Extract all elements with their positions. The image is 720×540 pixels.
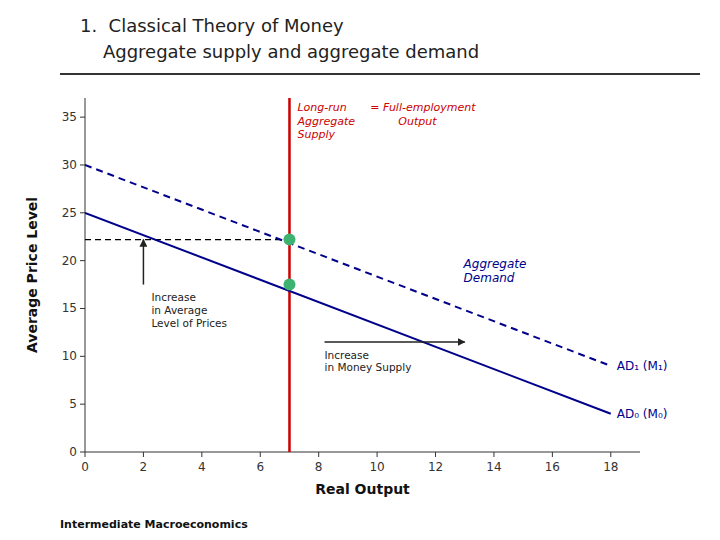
x-tick-label: 12 — [428, 460, 443, 474]
x-tick-label: 10 — [369, 460, 384, 474]
x-tick-label: 18 — [603, 460, 618, 474]
footer: Intermediate Macroeconomics — [60, 518, 248, 531]
series-line — [85, 213, 611, 414]
series-label: AD₁ (M₁) — [617, 359, 668, 373]
y-tick-label: 0 — [69, 445, 77, 459]
horizontal-reference-line — [85, 239, 289, 240]
y-tick — [80, 452, 85, 453]
y-tick — [80, 164, 85, 165]
x-tick-label: 14 — [486, 460, 501, 474]
y-tick-label: 35 — [62, 110, 77, 124]
y-axis-label: Average Price Level — [24, 197, 40, 353]
arrow — [325, 341, 465, 343]
point — [283, 234, 295, 246]
chart: 1. Classical Theory of Money Aggregate s… — [0, 0, 720, 540]
plot-area — [85, 98, 611, 452]
point — [283, 279, 295, 291]
y-tick-label: 25 — [62, 206, 77, 220]
y-tick-label: 15 — [62, 301, 77, 315]
x-tick — [377, 452, 378, 457]
y-tick-label: 20 — [62, 254, 77, 268]
y-tick — [80, 212, 85, 213]
annotation: AggregateDemand — [463, 257, 527, 285]
x-tick — [610, 452, 611, 457]
axes: 0 2 4 6 8 10 12 14 16 18 0 5 10 15 20 25 30 35 Real Output… — [24, 98, 640, 497]
series-line — [85, 165, 611, 366]
x-tick — [143, 452, 144, 457]
y-axis-line — [85, 98, 86, 452]
x-tick — [318, 452, 319, 457]
y-tick-label: 5 — [69, 397, 77, 411]
x-tick — [201, 452, 202, 457]
reference-line-label: Long-runAggregateSupply — [296, 101, 355, 140]
arrow-label: Increasein AverageLevel of Prices — [151, 291, 227, 328]
vertical-reference-line — [288, 98, 291, 452]
labels: Long-runAggregateSupply = Full-employment… — [151, 101, 667, 420]
x-tick-label: 0 — [81, 460, 89, 474]
x-tick — [493, 452, 494, 457]
subtitle: Aggregate supply and aggregate demand — [80, 41, 479, 62]
y-tick — [80, 260, 85, 261]
title-rule — [60, 73, 700, 75]
x-tick-label: 16 — [545, 460, 560, 474]
x-tick — [85, 452, 86, 457]
x-axis-line — [85, 452, 640, 453]
arrow-label: Increasein Money Supply — [325, 349, 412, 374]
y-tick — [80, 308, 85, 309]
arrow — [143, 240, 145, 285]
x-tick-label: 8 — [315, 460, 323, 474]
x-axis-label: Real Output — [315, 481, 410, 497]
x-tick — [552, 452, 553, 457]
x-tick-label: 6 — [256, 460, 264, 474]
x-tick — [260, 452, 261, 457]
series-label: AD₀ (M₀) — [617, 407, 668, 421]
y-tick — [80, 404, 85, 405]
x-tick-label: 2 — [140, 460, 148, 474]
y-tick — [80, 356, 85, 357]
x-tick-label: 4 — [198, 460, 206, 474]
title: 1. Classical Theory of Money — [80, 15, 344, 36]
reference-line-label: = Full-employment Output — [370, 101, 476, 127]
x-tick — [435, 452, 436, 457]
y-tick — [80, 117, 85, 118]
y-tick-label: 30 — [62, 158, 77, 172]
y-tick-label: 10 — [62, 349, 77, 363]
